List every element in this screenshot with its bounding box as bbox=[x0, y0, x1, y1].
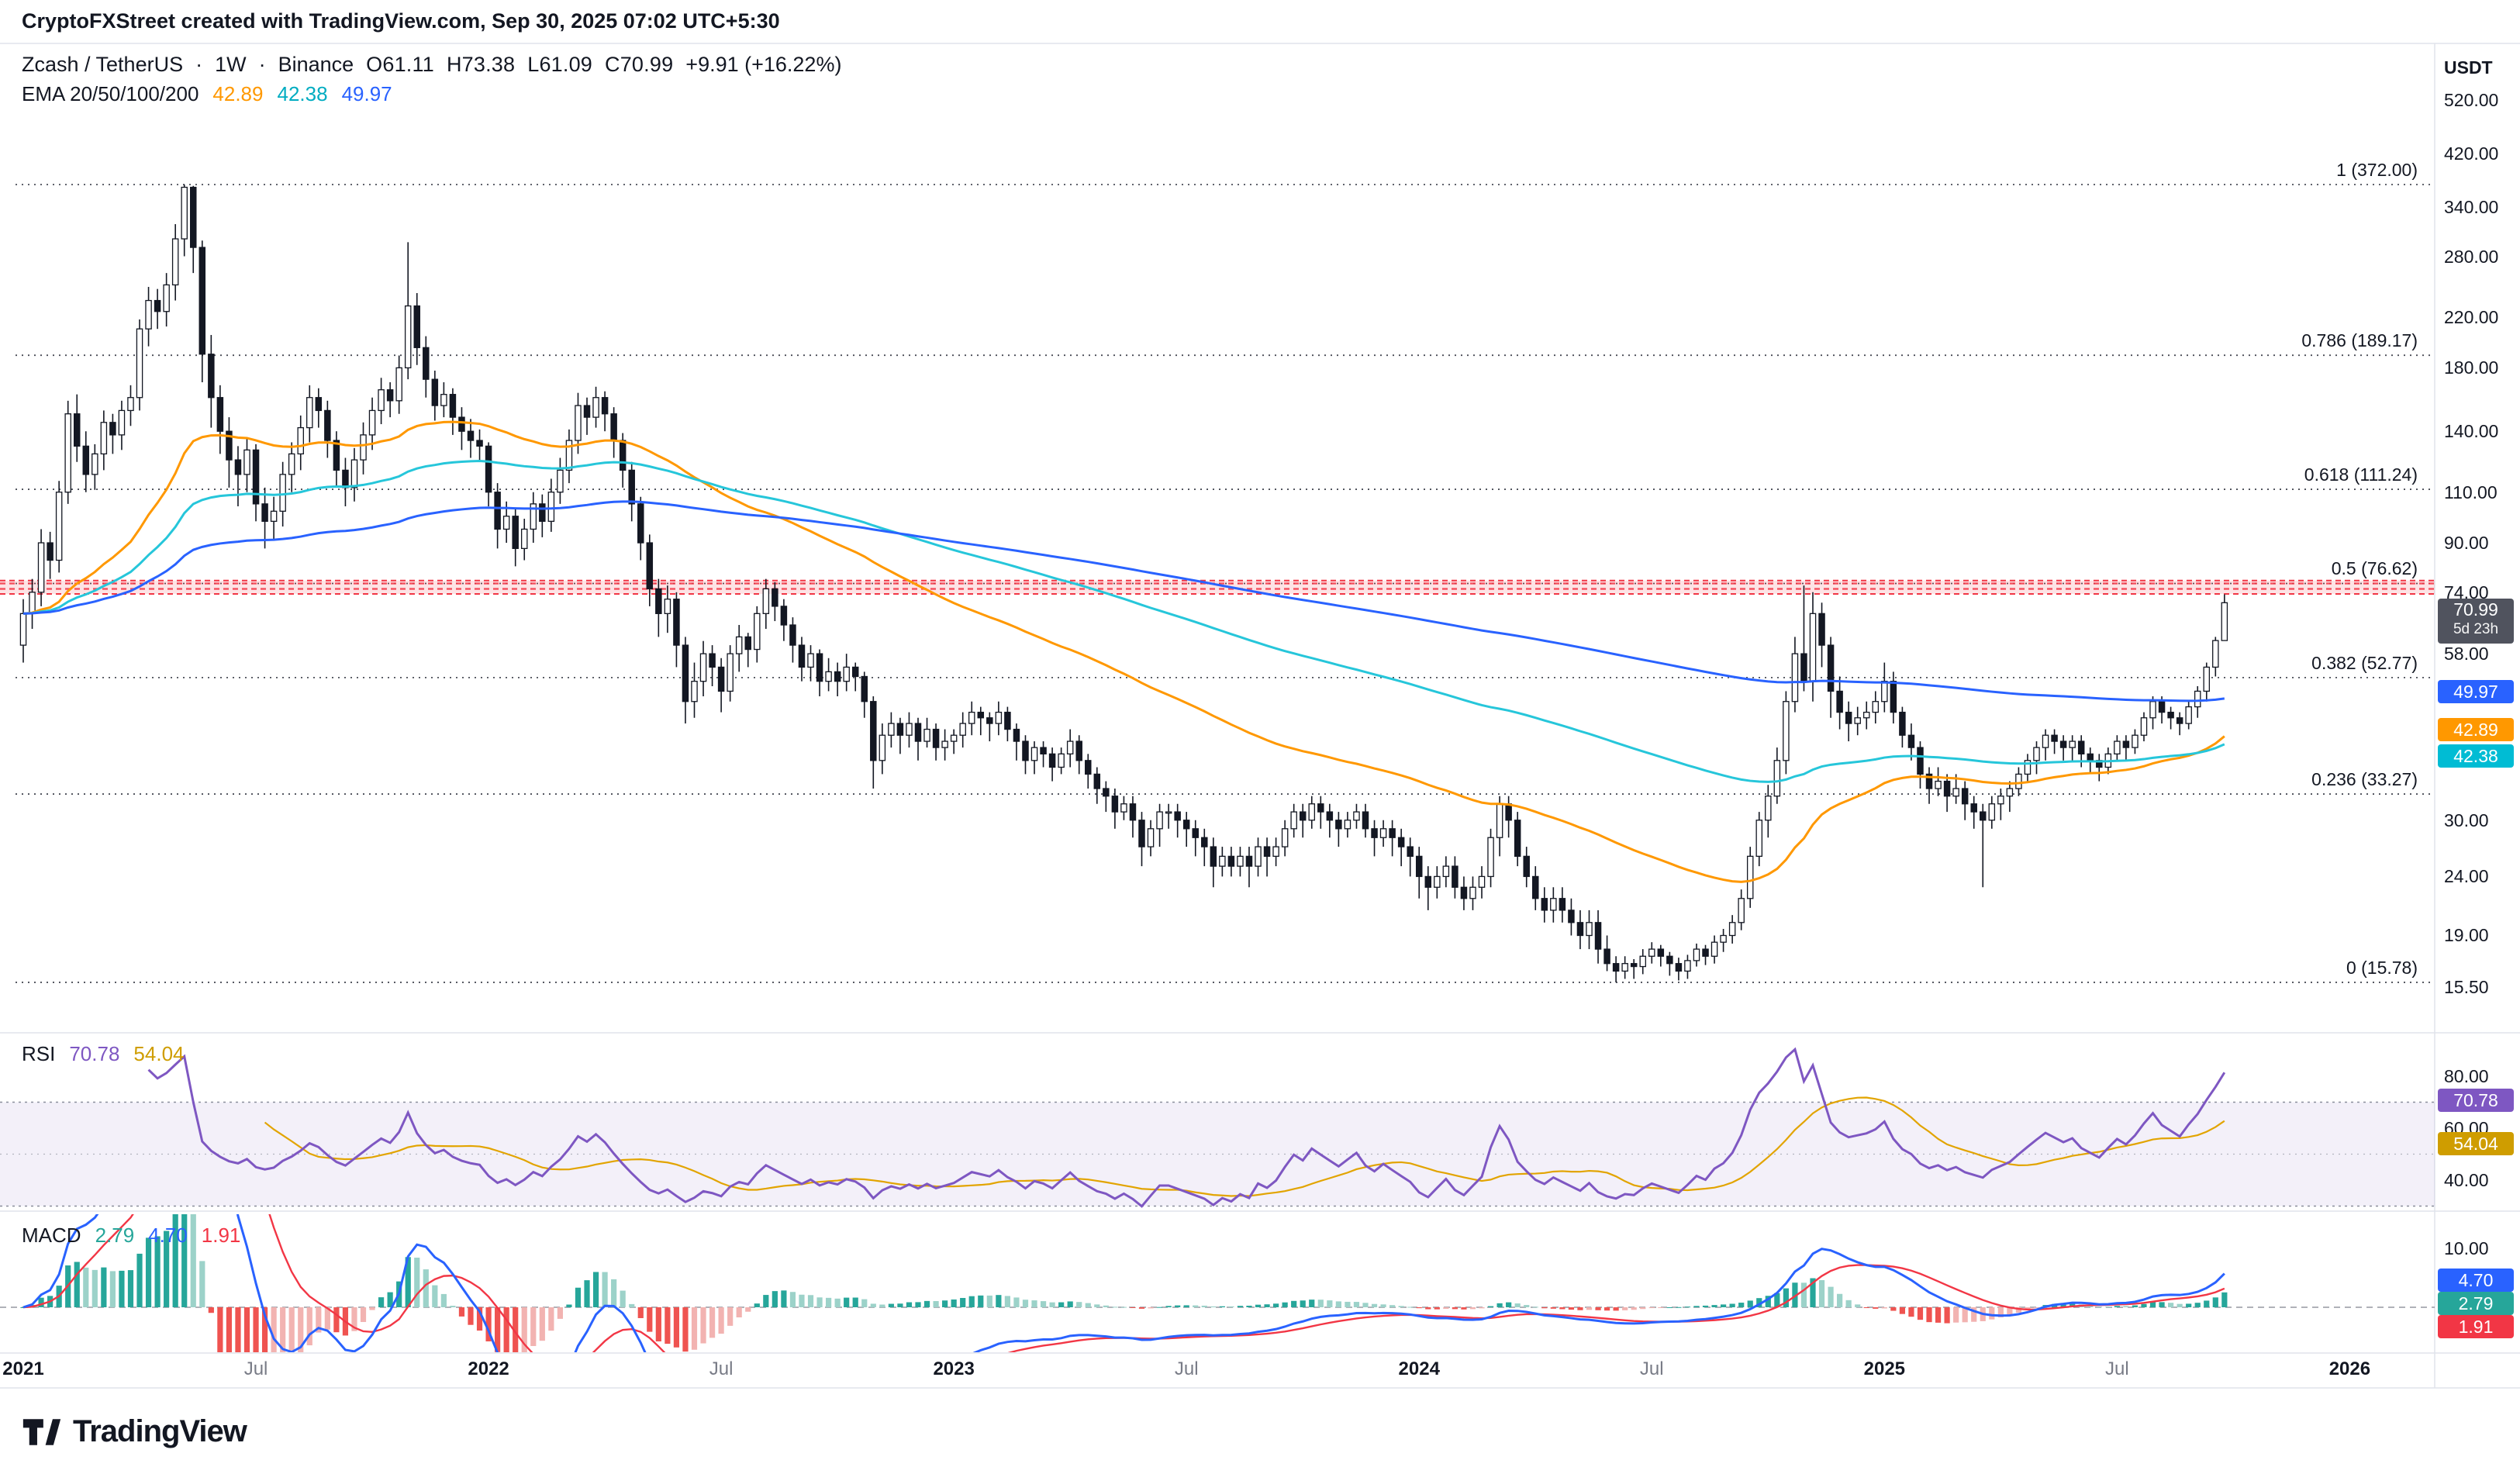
fib-label: 1 (372.00) bbox=[2336, 160, 2418, 180]
price-tick: 340.00 bbox=[2444, 197, 2499, 218]
fib-label: 0.618 (111.24) bbox=[2304, 464, 2418, 485]
tradingview-branding[interactable]: TradingView bbox=[22, 1414, 247, 1449]
price-tick: 90.00 bbox=[2444, 533, 2489, 554]
macd-line bbox=[22, 1214, 2225, 1352]
rsi-label: RSI bbox=[22, 1042, 56, 1065]
time-axis-label: Jul bbox=[709, 1358, 734, 1379]
price-tick: 280.00 bbox=[2444, 246, 2499, 267]
ema-price-badge: 49.97 bbox=[2438, 679, 2514, 703]
price-tick: 24.00 bbox=[2444, 866, 2489, 887]
price-tick: 420.00 bbox=[2444, 143, 2499, 164]
price-tick: 110.00 bbox=[2444, 482, 2498, 502]
macd-signal-value: 1.91 bbox=[201, 1224, 241, 1247]
rsi-legend[interactable]: RSI 70.78 54.04 bbox=[22, 1042, 185, 1066]
interval-label[interactable]: 1W bbox=[215, 53, 247, 76]
time-axis-label: Jul bbox=[2105, 1358, 2129, 1379]
price-tick: 520.00 bbox=[2444, 89, 2499, 110]
macd-badge: 4.70 bbox=[2438, 1269, 2514, 1293]
ema-value-cyan: 42.38 bbox=[277, 82, 328, 105]
rsi-line bbox=[147, 1047, 2226, 1208]
legend-separator: · bbox=[195, 53, 203, 76]
time-axis-label: 2021 bbox=[2, 1358, 44, 1379]
ema-price-badge: 42.89 bbox=[2438, 718, 2514, 742]
price-axis-currency: USDT bbox=[2444, 57, 2493, 78]
ema-200-line bbox=[22, 500, 2225, 702]
ema-value-orange: 42.89 bbox=[212, 82, 264, 105]
symbol-legend[interactable]: Zcash / TetherUS · 1W · Binance O61.11 H… bbox=[22, 53, 841, 77]
fib-label: 0.236 (33.27) bbox=[2311, 769, 2418, 790]
ohlc-low: L61.09 bbox=[527, 53, 593, 76]
ema-label: EMA 20/50/100/200 bbox=[22, 82, 199, 105]
ohlc-high: H73.38 bbox=[446, 53, 516, 76]
rsi-badge: 54.04 bbox=[2438, 1131, 2514, 1155]
time-axis-label: Jul bbox=[243, 1358, 268, 1379]
price-tick: 15.50 bbox=[2444, 976, 2489, 997]
ema-100-line bbox=[22, 460, 2225, 783]
tradingview-wordmark: TradingView bbox=[73, 1414, 247, 1448]
resistance-zone bbox=[0, 579, 2435, 595]
price-change: +9.91 (+16.22%) bbox=[685, 53, 842, 76]
price-tick: 19.00 bbox=[2444, 925, 2489, 946]
rsi-value: 70.78 bbox=[69, 1042, 120, 1065]
time-axis-label: 2025 bbox=[1863, 1358, 1906, 1379]
macd-legend[interactable]: MACD 2.79 4.70 1.91 bbox=[22, 1224, 240, 1248]
price-tick: 220.00 bbox=[2444, 307, 2499, 328]
ohlc-close: C70.99 bbox=[605, 53, 674, 76]
time-axis-label: Jul bbox=[1639, 1358, 1664, 1379]
time-axis-label: 2022 bbox=[468, 1358, 509, 1379]
macd-histogram bbox=[20, 1214, 2228, 1352]
last-price-badge: 70.99 5d 23h bbox=[2438, 599, 2514, 644]
legend-separator: · bbox=[258, 53, 266, 76]
macd-label: MACD bbox=[22, 1224, 81, 1247]
exchange-label: Binance bbox=[278, 53, 354, 76]
time-axis-label: 2023 bbox=[933, 1358, 975, 1379]
ema-value-blue: 49.97 bbox=[341, 82, 392, 105]
time-axis-label: Jul bbox=[1174, 1358, 1199, 1379]
ema-price-badge: 42.38 bbox=[2438, 744, 2514, 768]
price-tick: 180.00 bbox=[2444, 357, 2499, 378]
rsi-badge: 70.78 bbox=[2438, 1088, 2514, 1112]
tradingview-logo-icon bbox=[22, 1418, 61, 1445]
price-tick: 30.00 bbox=[2444, 809, 2489, 830]
ema-legend[interactable]: EMA 20/50/100/200 42.89 42.38 49.97 bbox=[22, 82, 392, 106]
price-tick: 58.00 bbox=[2444, 644, 2489, 664]
fib-label: 0 (15.78) bbox=[2346, 957, 2418, 978]
macd-hist-value: 2.79 bbox=[95, 1224, 135, 1247]
ema-50-line bbox=[22, 420, 2225, 883]
candles bbox=[19, 185, 2228, 982]
price-tick: 140.00 bbox=[2444, 421, 2499, 442]
rsi-tick: 40.00 bbox=[2444, 1170, 2489, 1190]
attribution-text: CryptoFXStreet created with TradingView.… bbox=[22, 9, 780, 33]
time-axis-label: 2024 bbox=[1398, 1358, 1440, 1379]
time-axis-label: 2026 bbox=[2328, 1358, 2371, 1379]
rsi-tick: 80.00 bbox=[2444, 1066, 2489, 1086]
symbol-name[interactable]: Zcash / TetherUS bbox=[22, 53, 184, 76]
fib-label: 0.5 (76.62) bbox=[2331, 558, 2418, 579]
rsi-ma-value: 54.04 bbox=[133, 1042, 185, 1065]
macd-badge: 2.79 bbox=[2438, 1292, 2514, 1316]
macd-line-value: 4.70 bbox=[148, 1224, 188, 1247]
ohlc-open: O61.11 bbox=[366, 53, 434, 76]
fib-label: 0.786 (189.17) bbox=[2301, 330, 2418, 351]
macd-tick: 10.00 bbox=[2444, 1238, 2489, 1258]
macd-badge: 1.91 bbox=[2438, 1315, 2514, 1339]
fib-label: 0.382 (52.77) bbox=[2311, 652, 2418, 673]
